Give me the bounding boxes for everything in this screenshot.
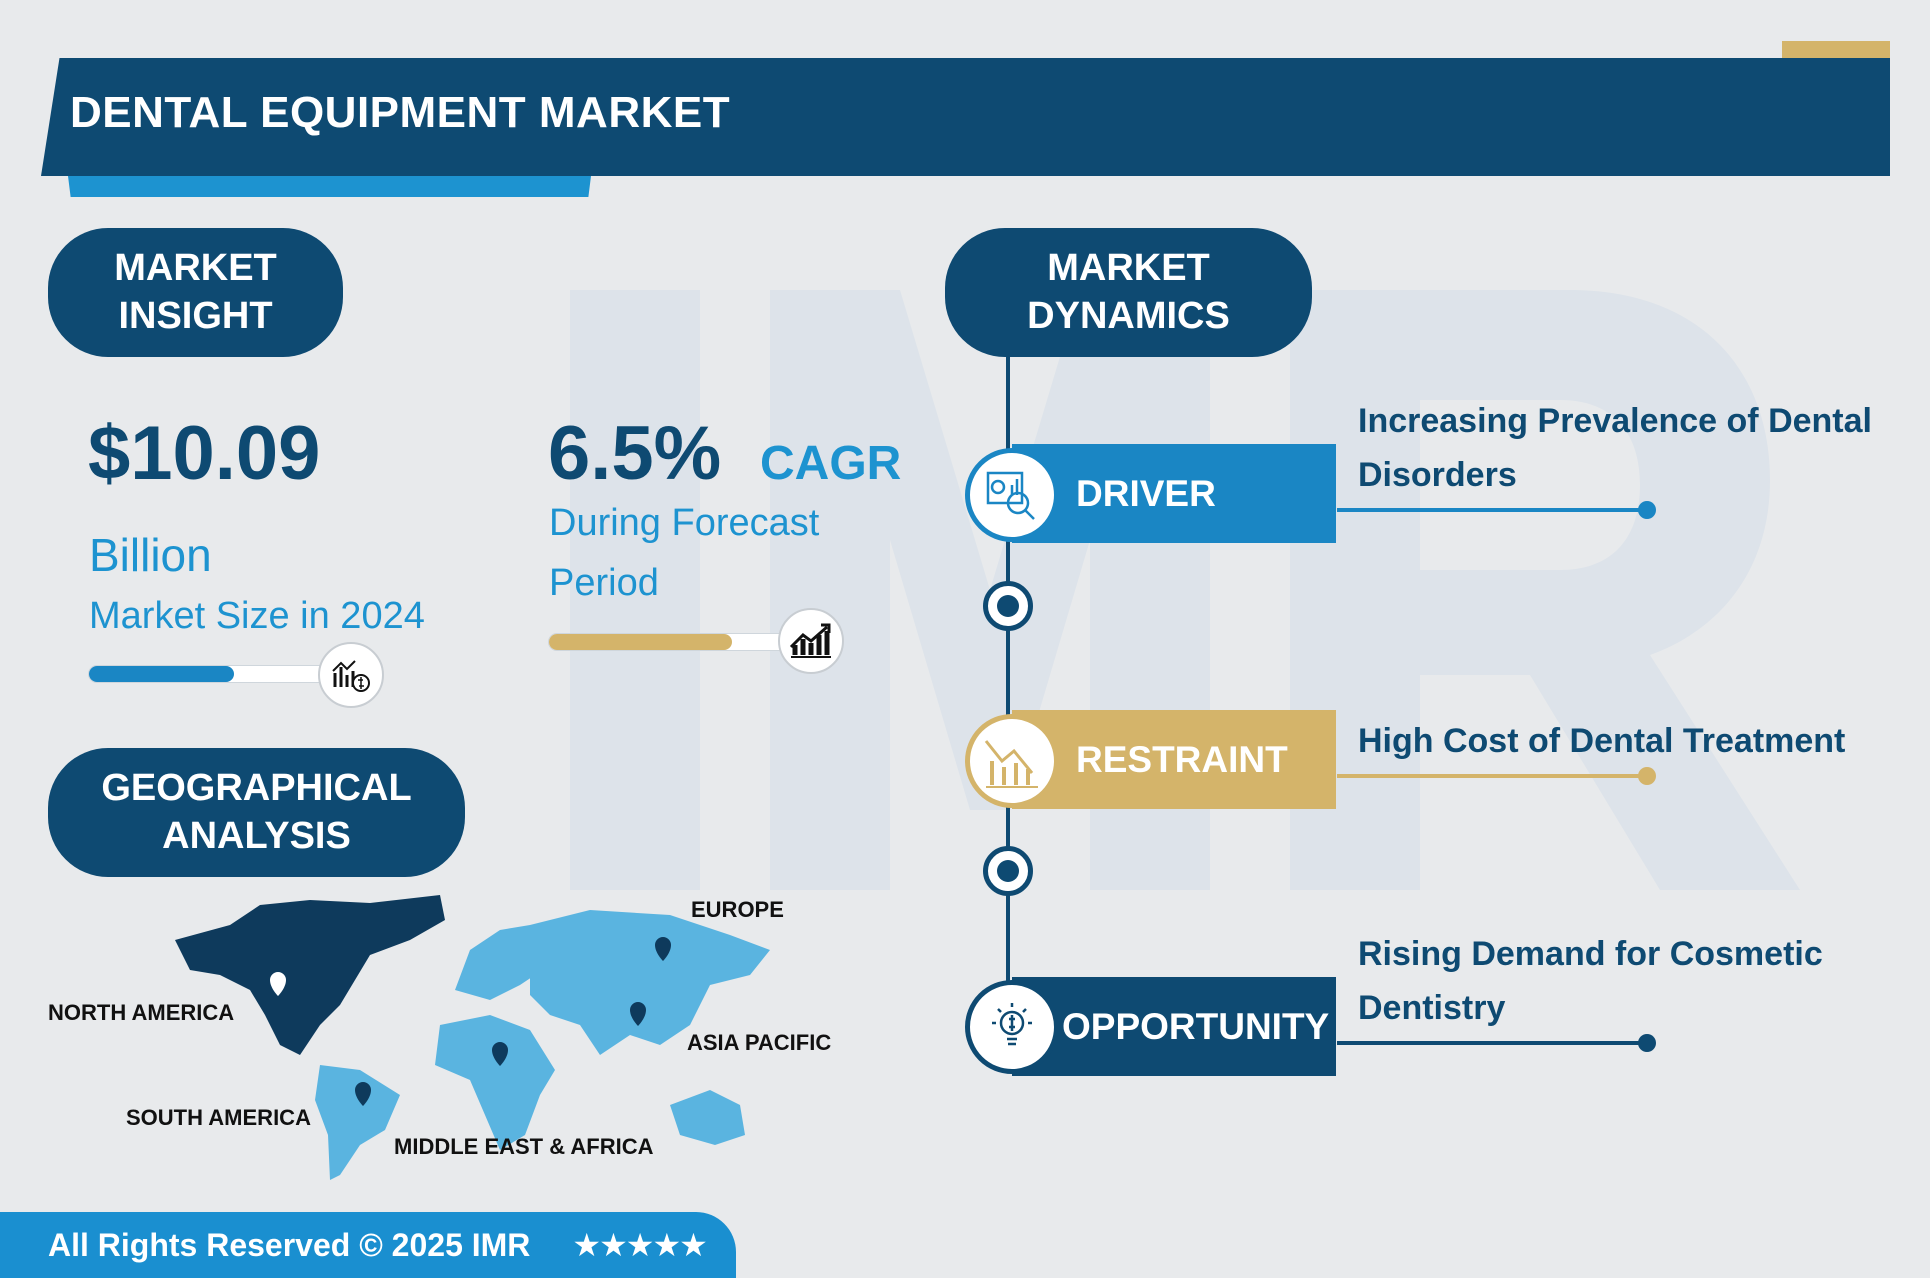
page-title: DENTAL EQUIPMENT MARKET [70, 88, 731, 137]
restraint-label: RESTRAINT [1076, 738, 1288, 780]
header-accent-blue [68, 176, 591, 197]
driver-label: DRIVER [1076, 472, 1216, 514]
cagr-unit: CAGR [760, 437, 902, 490]
restraint-banner: RESTRAINT [1012, 710, 1336, 809]
map-africa [435, 1015, 555, 1150]
map-south-america [315, 1065, 400, 1180]
opportunity-text: Rising Demand for Cosmetic Dentistry [1358, 935, 1823, 1027]
driver-connector [1337, 501, 1656, 519]
world-map [175, 895, 770, 1180]
cagr-value: 6.5% [548, 411, 722, 496]
market-size-unit: Billion [89, 529, 212, 581]
opportunity-label: OPPORTUNITY [1062, 1005, 1330, 1047]
restraint-connector [1337, 767, 1656, 785]
opportunity-connector [1337, 1034, 1656, 1052]
restraint-text: High Cost of Dental Treatment [1358, 722, 1846, 760]
map-pins [270, 937, 671, 1106]
analytics-magnifier-icon [965, 448, 1059, 542]
timeline-node [983, 581, 1033, 631]
region-middle-east-africa: MIDDLE EAST & AFRICA [394, 1134, 654, 1159]
header-accent-gold [1782, 41, 1890, 59]
cagr-bar [548, 633, 788, 651]
market-insight-label: MARKET INSIGHT [114, 247, 277, 337]
chart-dollar-icon [318, 642, 384, 708]
region-south-america: SOUTH AMERICA [126, 1105, 311, 1130]
copyright-text: All Rights Reserved © 2025 IMR [48, 1226, 531, 1263]
driver-banner: DRIVER [1012, 444, 1336, 543]
timeline-node [983, 846, 1033, 896]
geographical-analysis-label: GEOGRAPHICAL ANALYSIS [101, 767, 412, 857]
map-oceania [670, 1090, 745, 1145]
opportunity-banner: OPPORTUNITY [1012, 977, 1336, 1076]
header-bar [41, 58, 1890, 176]
market-size-value: $10.09 [88, 411, 321, 496]
lightbulb-dollar-icon [965, 980, 1059, 1074]
driver-text: Increasing Prevalence of Dental Disorder… [1358, 402, 1872, 494]
market-dynamics-heading: MARKET DYNAMICS [945, 228, 1312, 357]
region-north-america: NORTH AMERICA [48, 1000, 235, 1025]
cagr-label-line2: Period [549, 562, 659, 604]
market-dynamics-label: MARKET DYNAMICS [1027, 247, 1230, 337]
market-size-bar [88, 665, 328, 683]
geographical-analysis-heading: GEOGRAPHICAL ANALYSIS [48, 748, 465, 877]
declining-chart-icon [965, 714, 1059, 808]
region-europe: EUROPE [691, 897, 784, 922]
rating-stars-icon: ★★★★★ [572, 1227, 707, 1263]
footer: All Rights Reserved © 2025 IMR ★★★★★ [0, 1212, 736, 1278]
map-north-america [175, 895, 445, 1055]
market-insight-heading: MARKET INSIGHT [48, 228, 343, 357]
market-size-label: Market Size in 2024 [89, 595, 425, 637]
region-asia-pacific: ASIA PACIFIC [687, 1030, 832, 1055]
cagr-label-line1: During Forecast [549, 502, 820, 544]
growth-chart-icon [778, 608, 844, 674]
map-asia [530, 910, 770, 1055]
